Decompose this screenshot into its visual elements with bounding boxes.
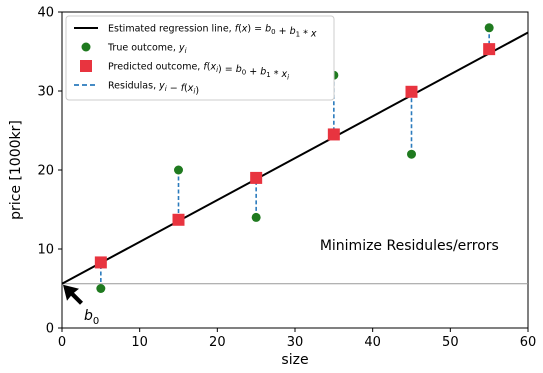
x-tick-label: 30 [287, 335, 304, 350]
true-outcome-point [96, 284, 106, 293]
true-outcome-point [174, 165, 183, 175]
y-tick-label: 0 [46, 322, 54, 337]
x-tick-label: 50 [442, 335, 459, 350]
predicted-outcome-point [172, 213, 185, 226]
predicted-outcome-points [94, 43, 496, 269]
minimize-annotation: Minimize Residules/errors [320, 238, 499, 254]
legend-entry-label: Estimated regression line, f(x) = b0 + b… [108, 24, 317, 40]
x-tick-label: 40 [364, 335, 381, 350]
predicted-outcome-point [94, 256, 107, 269]
x-tick-label: 20 [209, 335, 226, 350]
predicted-outcome-point [483, 43, 496, 56]
y-tick-label: 20 [37, 164, 54, 179]
x-axis-ticks: 0 10 20 30 40 50 60 [58, 328, 536, 350]
legend-key-true [81, 42, 91, 52]
true-outcome-point [251, 212, 261, 222]
predicted-outcome-point [405, 85, 418, 98]
legend-entry-label: True outcome, yi [107, 43, 187, 56]
y-axis-label: price [1000kr] [8, 120, 24, 220]
true-outcome-points [96, 23, 494, 293]
legend-key-predicted [80, 60, 92, 72]
x-axis-label: size [281, 352, 308, 368]
y-axis-ticks: 0 10 20 30 40 [37, 6, 62, 337]
arrow-icon [63, 284, 83, 305]
x-tick-label: 10 [131, 335, 148, 350]
regression-line [61, 31, 529, 285]
intercept-label: b0 [84, 308, 99, 327]
predicted-outcome-point [250, 171, 263, 184]
legend-entry-label: Residulas, yi − f(xi) [108, 81, 199, 97]
predicted-outcome-point [327, 128, 340, 141]
true-outcome-point [407, 149, 416, 159]
true-outcome-point [484, 23, 494, 33]
y-tick-label: 10 [37, 243, 54, 258]
y-tick-label: 30 [37, 85, 54, 100]
legend: Estimated regression line, f(x) = b0 + b… [65, 15, 335, 101]
x-tick-label: 0 [58, 335, 66, 350]
x-tick-label: 60 [520, 335, 537, 350]
intercept-arrow [63, 284, 83, 305]
legend-entry-label: Predicted outcome, f(xi) = b0 + b1 * xi [108, 62, 289, 82]
y-tick-label: 40 [37, 6, 54, 21]
legend-box [65, 15, 335, 101]
plot-area [61, 23, 529, 293]
